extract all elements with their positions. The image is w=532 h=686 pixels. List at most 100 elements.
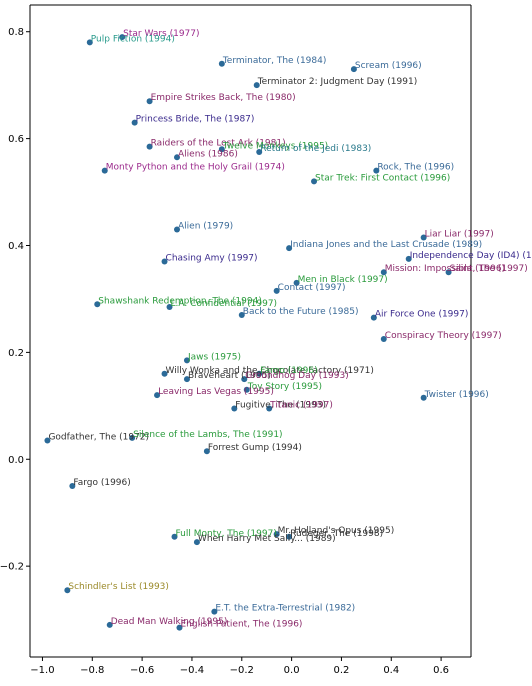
scatter-point <box>176 624 183 631</box>
scatter-point <box>218 146 225 153</box>
point-label: Pulp Fiction (1994) <box>91 34 175 44</box>
scatter-point <box>286 533 293 540</box>
point-label: Saint, The (1997) <box>450 264 528 274</box>
scatter-point <box>380 269 387 276</box>
scatter-point <box>420 394 427 401</box>
point-label: Rock, The (1996) <box>377 163 454 173</box>
point-label: Godfather, The (1972) <box>48 433 149 443</box>
scatter-point <box>146 98 153 105</box>
point-label: Men in Black (1997) <box>298 275 388 285</box>
point-label: Terminator, The (1984) <box>222 56 327 66</box>
scatter-point <box>253 82 260 89</box>
scatter-point <box>370 314 377 321</box>
point-label: Raiders of the Lost Ark (1981) <box>151 139 286 149</box>
scatter-point <box>131 119 138 126</box>
y-tick-label: 0.0 <box>8 455 24 466</box>
point-label: Twister (1996) <box>424 390 489 400</box>
point-label: Groundhog Day (1993) <box>245 371 348 381</box>
scatter-point <box>171 533 178 540</box>
point-label: Scream (1996) <box>355 61 422 71</box>
point-label: Leaving Las Vegas (1995) <box>158 387 274 397</box>
x-tick-label: 0.6 <box>433 665 449 676</box>
x-axis: −1.0 −0.8 −0.6 −0.4 −0.2 0.0 0.2 0.4 0.6 <box>30 657 449 676</box>
point-label: Indiana Jones and the Last Crusade (1989… <box>290 240 482 250</box>
y-tick-label: 0.6 <box>8 134 24 145</box>
y-tick-label: −0.2 <box>0 562 24 573</box>
point-label: Forrest Gump (1994) <box>208 443 302 453</box>
scatter-point <box>445 269 452 276</box>
x-tick-label: −1.0 <box>30 665 54 676</box>
scatter-point <box>69 482 76 489</box>
point-label: Silence of the Lambs, The (1991) <box>133 430 282 440</box>
point-label: Titanic (1997) <box>269 400 333 410</box>
point-label: Rudeger, The (1998) <box>290 529 383 539</box>
scatter-point <box>183 357 190 364</box>
point-label: Return of the Jedi (1983) <box>260 144 371 154</box>
point-label: Star Trek: First Contact (1996) <box>315 173 450 183</box>
x-tick-label: −0.4 <box>180 665 204 676</box>
point-label: Fargo (1996) <box>73 478 130 488</box>
point-label: Twelve Monkeys (1995) <box>222 141 328 151</box>
scatter-point <box>106 621 113 628</box>
point-label: L.A. Confidential (1997) <box>171 299 278 309</box>
scatter-point <box>183 376 190 383</box>
y-tick-label: 0.8 <box>8 27 24 38</box>
labels-layer: Star Wars (1977)Pulp Fiction (1994) Termi… <box>48 29 532 630</box>
point-label: Chasing Amy (1997) <box>166 254 258 264</box>
point-label: Full Monty, The (1997) <box>176 529 277 539</box>
point-label: Contact (1997) <box>278 283 346 293</box>
scatter-point <box>256 370 263 377</box>
scatter-point <box>166 303 173 310</box>
scatter-point <box>405 255 412 262</box>
scatter-point <box>218 60 225 67</box>
point-label: When Harry Met Sally... (1989) <box>198 534 336 544</box>
point-label: Princess Bride, The (1987) <box>136 115 255 125</box>
scatter-point <box>64 587 71 594</box>
point-label: E.T. the Extra-Terrestrial (1982) <box>215 604 355 614</box>
scatter-point <box>161 370 168 377</box>
point-label: Liar Liar (1997) <box>425 229 494 239</box>
point-label: Alien (1979) <box>178 221 233 231</box>
scatter-point <box>101 167 108 174</box>
scatter-point <box>293 279 300 286</box>
point-label: Conspiracy Theory (1997) <box>385 331 502 341</box>
scatter-point <box>311 178 318 185</box>
point-label: Mr. Holland's Opus (1995) <box>278 526 395 536</box>
scatter-point <box>174 154 180 161</box>
point-label: Mission: Impossible (1996) <box>385 264 505 274</box>
scatter-point <box>286 245 293 252</box>
scatter-point <box>373 167 380 174</box>
x-tick-label: 0.4 <box>383 665 399 676</box>
point-label: Willy Wonka and the Chocolate Factory (1… <box>166 366 374 376</box>
point-label: Independence Day (ID4) (1996) <box>410 251 532 261</box>
x-tick-label: −0.8 <box>80 665 104 676</box>
scatter-point <box>119 34 126 41</box>
scatter-point <box>86 39 93 46</box>
point-label: Star Wars (1977) <box>123 29 199 39</box>
scatter-point <box>211 608 218 615</box>
scatter-point <box>273 531 280 538</box>
scatter-point <box>193 539 200 546</box>
x-tick-label: −0.2 <box>230 665 254 676</box>
scatter-point <box>146 143 153 150</box>
x-tick-label: 0.2 <box>333 665 349 676</box>
scatter-point <box>266 405 273 412</box>
point-label: Back to the Future (1985) <box>243 307 359 317</box>
scatter-point <box>420 234 427 241</box>
plot-frame <box>29 4 472 658</box>
point-label: Empire Strikes Back, The (1980) <box>151 93 296 103</box>
scatter-point <box>44 437 51 444</box>
point-label: Air Force One (1997) <box>375 310 469 320</box>
point-label: Shawshank Redemption, The (1994) <box>98 296 262 306</box>
scatter-point <box>238 311 245 318</box>
y-tick-label: 0.4 <box>8 241 24 252</box>
scatter-point <box>380 336 387 343</box>
scatter-point <box>203 448 210 455</box>
point-label: Fargo (1996) <box>260 366 317 376</box>
scatter-point <box>273 287 280 294</box>
scatter-point <box>231 405 238 412</box>
point-label: English Patient, The (1996) <box>180 620 302 630</box>
y-tick-label: 0.2 <box>8 348 24 359</box>
scatter-point <box>241 376 248 383</box>
